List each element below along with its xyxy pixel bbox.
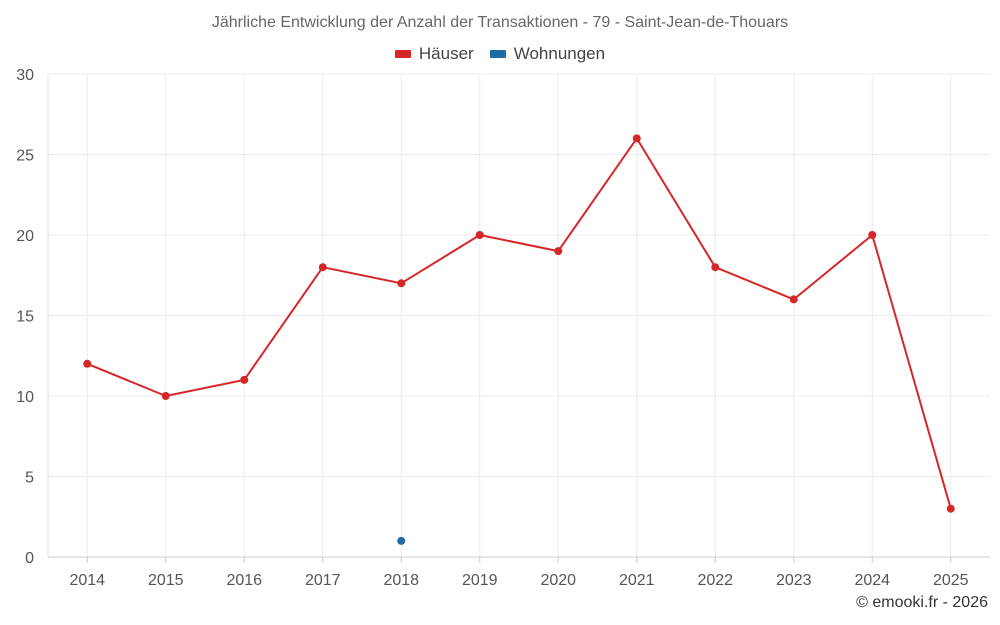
credit-text: © emooki.fr - 2026 bbox=[856, 594, 988, 611]
data-point-0-2018[interactable] bbox=[397, 279, 406, 288]
x-tick-label: 2019 bbox=[462, 572, 498, 589]
x-tick-label: 2016 bbox=[226, 572, 262, 589]
data-point-0-2021[interactable] bbox=[632, 134, 641, 143]
x-tick-label: 2023 bbox=[776, 572, 812, 589]
x-tick-label: 2022 bbox=[697, 572, 733, 589]
data-point-0-2017[interactable] bbox=[318, 263, 327, 272]
series-line-0 bbox=[86, 137, 952, 509]
x-tick-label: 2014 bbox=[69, 572, 105, 589]
x-tick-label: 2017 bbox=[305, 572, 341, 589]
series-layer bbox=[83, 134, 955, 545]
data-point-0-2024[interactable] bbox=[868, 231, 877, 239]
legend-swatch-wohnungen bbox=[489, 50, 506, 58]
x-tick-label: 2021 bbox=[619, 572, 655, 589]
data-point-0-2022[interactable] bbox=[711, 263, 720, 272]
y-tick-label: 0 bbox=[25, 550, 34, 567]
legend: Häuser Wohnungen bbox=[0, 44, 1000, 64]
data-point-0-2023[interactable] bbox=[789, 295, 798, 304]
y-tick-label: 5 bbox=[25, 470, 34, 487]
legend-swatch-haeuser bbox=[394, 50, 411, 58]
data-point-0-2014[interactable] bbox=[83, 359, 92, 368]
y-tick-label: 20 bbox=[16, 228, 34, 245]
chart-title: Jährliche Entwicklung der Anzahl der Tra… bbox=[211, 14, 789, 31]
data-point-1-2018[interactable] bbox=[397, 536, 406, 545]
grid bbox=[48, 73, 990, 557]
x-tick-label: 2024 bbox=[854, 572, 890, 589]
x-tick-label: 2025 bbox=[933, 572, 969, 589]
y-tick-label: 30 bbox=[16, 67, 34, 84]
legend-item-haeuser[interactable]: Häuser bbox=[394, 44, 474, 64]
data-point-0-2025[interactable] bbox=[946, 504, 955, 513]
y-tick-label: 10 bbox=[16, 389, 34, 406]
legend-label-haeuser: Häuser bbox=[418, 44, 474, 63]
x-tick-label: 2018 bbox=[383, 572, 419, 589]
x-tick-label: 2020 bbox=[540, 572, 576, 589]
data-point-0-2020[interactable] bbox=[554, 247, 563, 256]
y-tick-label: 15 bbox=[16, 309, 34, 326]
data-point-0-2015[interactable] bbox=[161, 392, 170, 400]
data-point-0-2019[interactable] bbox=[475, 231, 484, 239]
data-point-0-2016[interactable] bbox=[240, 375, 249, 384]
legend-label-wohnungen: Wohnungen bbox=[513, 44, 606, 63]
y-tick-label: 25 bbox=[16, 148, 34, 165]
legend-item-wohnungen[interactable]: Wohnungen bbox=[489, 44, 606, 64]
x-tick-label: 2015 bbox=[148, 572, 184, 589]
